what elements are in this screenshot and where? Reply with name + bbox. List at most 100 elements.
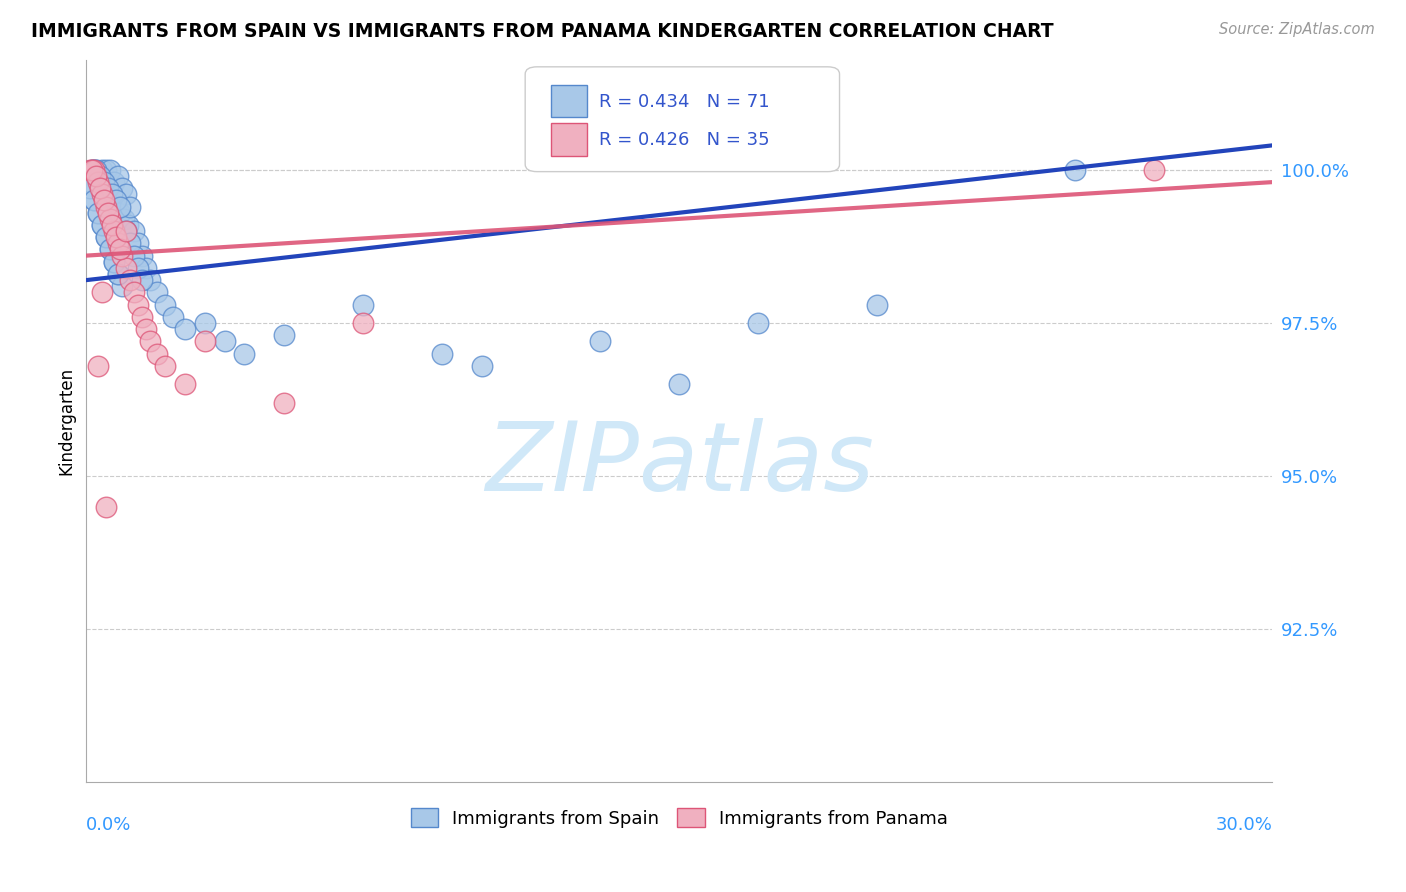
Point <box>131 273 153 287</box>
Point <box>87 175 110 189</box>
Point <box>103 254 125 268</box>
Point <box>93 175 115 189</box>
Text: R = 0.434   N = 71: R = 0.434 N = 71 <box>599 93 769 111</box>
Point <box>98 243 121 257</box>
Point <box>108 200 131 214</box>
Point <box>97 205 120 219</box>
Point <box>127 297 149 311</box>
Y-axis label: Kindergarten: Kindergarten <box>58 367 75 475</box>
Point <box>103 224 125 238</box>
Point <box>91 218 114 232</box>
Point <box>104 194 127 208</box>
Point <box>135 322 157 336</box>
Text: 30.0%: 30.0% <box>1216 816 1272 834</box>
Point <box>866 297 889 311</box>
Point <box>1063 162 1085 177</box>
Point <box>131 249 153 263</box>
Point <box>93 175 115 189</box>
Point <box>471 359 494 373</box>
Point <box>83 194 105 208</box>
Point <box>122 224 145 238</box>
Point <box>273 395 295 409</box>
Point <box>111 279 134 293</box>
Point <box>122 249 145 263</box>
Point <box>89 181 111 195</box>
Text: ZIPatlas: ZIPatlas <box>485 417 873 511</box>
Point <box>82 162 104 177</box>
Point <box>138 334 160 349</box>
Point <box>1143 162 1166 177</box>
Point <box>194 316 217 330</box>
Point <box>94 230 117 244</box>
Point <box>94 162 117 177</box>
Point <box>114 187 136 202</box>
Point <box>114 224 136 238</box>
Point <box>79 175 101 189</box>
Point <box>214 334 236 349</box>
Text: 0.0%: 0.0% <box>86 816 132 834</box>
Point <box>82 162 104 177</box>
Point <box>91 218 114 232</box>
Point <box>103 254 125 268</box>
Point <box>87 359 110 373</box>
Point <box>91 162 114 177</box>
Point <box>747 316 769 330</box>
Point <box>87 169 110 183</box>
Point <box>87 205 110 219</box>
Point <box>98 211 121 226</box>
Point <box>82 162 104 177</box>
Point <box>668 377 690 392</box>
Point <box>111 181 134 195</box>
Text: IMMIGRANTS FROM SPAIN VS IMMIGRANTS FROM PANAMA KINDERGARTEN CORRELATION CHART: IMMIGRANTS FROM SPAIN VS IMMIGRANTS FROM… <box>31 22 1053 41</box>
Point <box>162 310 184 324</box>
Point <box>114 260 136 275</box>
Text: R = 0.426   N = 35: R = 0.426 N = 35 <box>599 131 769 149</box>
Point <box>108 205 131 219</box>
Point <box>84 162 107 177</box>
Point <box>112 211 135 226</box>
Point <box>104 200 127 214</box>
Point <box>273 328 295 343</box>
Point <box>97 187 120 202</box>
Point <box>79 181 101 195</box>
Point <box>352 297 374 311</box>
Point <box>87 205 110 219</box>
Point <box>146 285 169 300</box>
Point <box>118 273 141 287</box>
Point <box>122 285 145 300</box>
Point <box>94 230 117 244</box>
Point <box>98 243 121 257</box>
Point <box>108 243 131 257</box>
Point <box>83 162 105 177</box>
Point <box>93 194 115 208</box>
Point <box>91 285 114 300</box>
Text: Source: ZipAtlas.com: Source: ZipAtlas.com <box>1219 22 1375 37</box>
Point <box>135 260 157 275</box>
Point <box>233 346 256 360</box>
Point <box>107 267 129 281</box>
Point <box>111 249 134 263</box>
Point <box>101 187 124 202</box>
Point <box>131 310 153 324</box>
Point <box>107 169 129 183</box>
Point <box>107 267 129 281</box>
Point <box>101 194 124 208</box>
Point <box>107 236 129 251</box>
Point <box>103 175 125 189</box>
Point <box>89 181 111 195</box>
Point <box>138 273 160 287</box>
Point <box>155 297 177 311</box>
Point <box>589 334 612 349</box>
Point <box>194 334 217 349</box>
Point <box>155 359 177 373</box>
Point <box>174 322 197 336</box>
Point <box>127 236 149 251</box>
FancyBboxPatch shape <box>551 123 586 156</box>
Point <box>91 187 114 202</box>
Point <box>104 230 127 244</box>
Point <box>84 162 107 177</box>
Point <box>127 260 149 275</box>
Point <box>117 218 139 232</box>
Point <box>146 346 169 360</box>
Point <box>94 500 117 514</box>
